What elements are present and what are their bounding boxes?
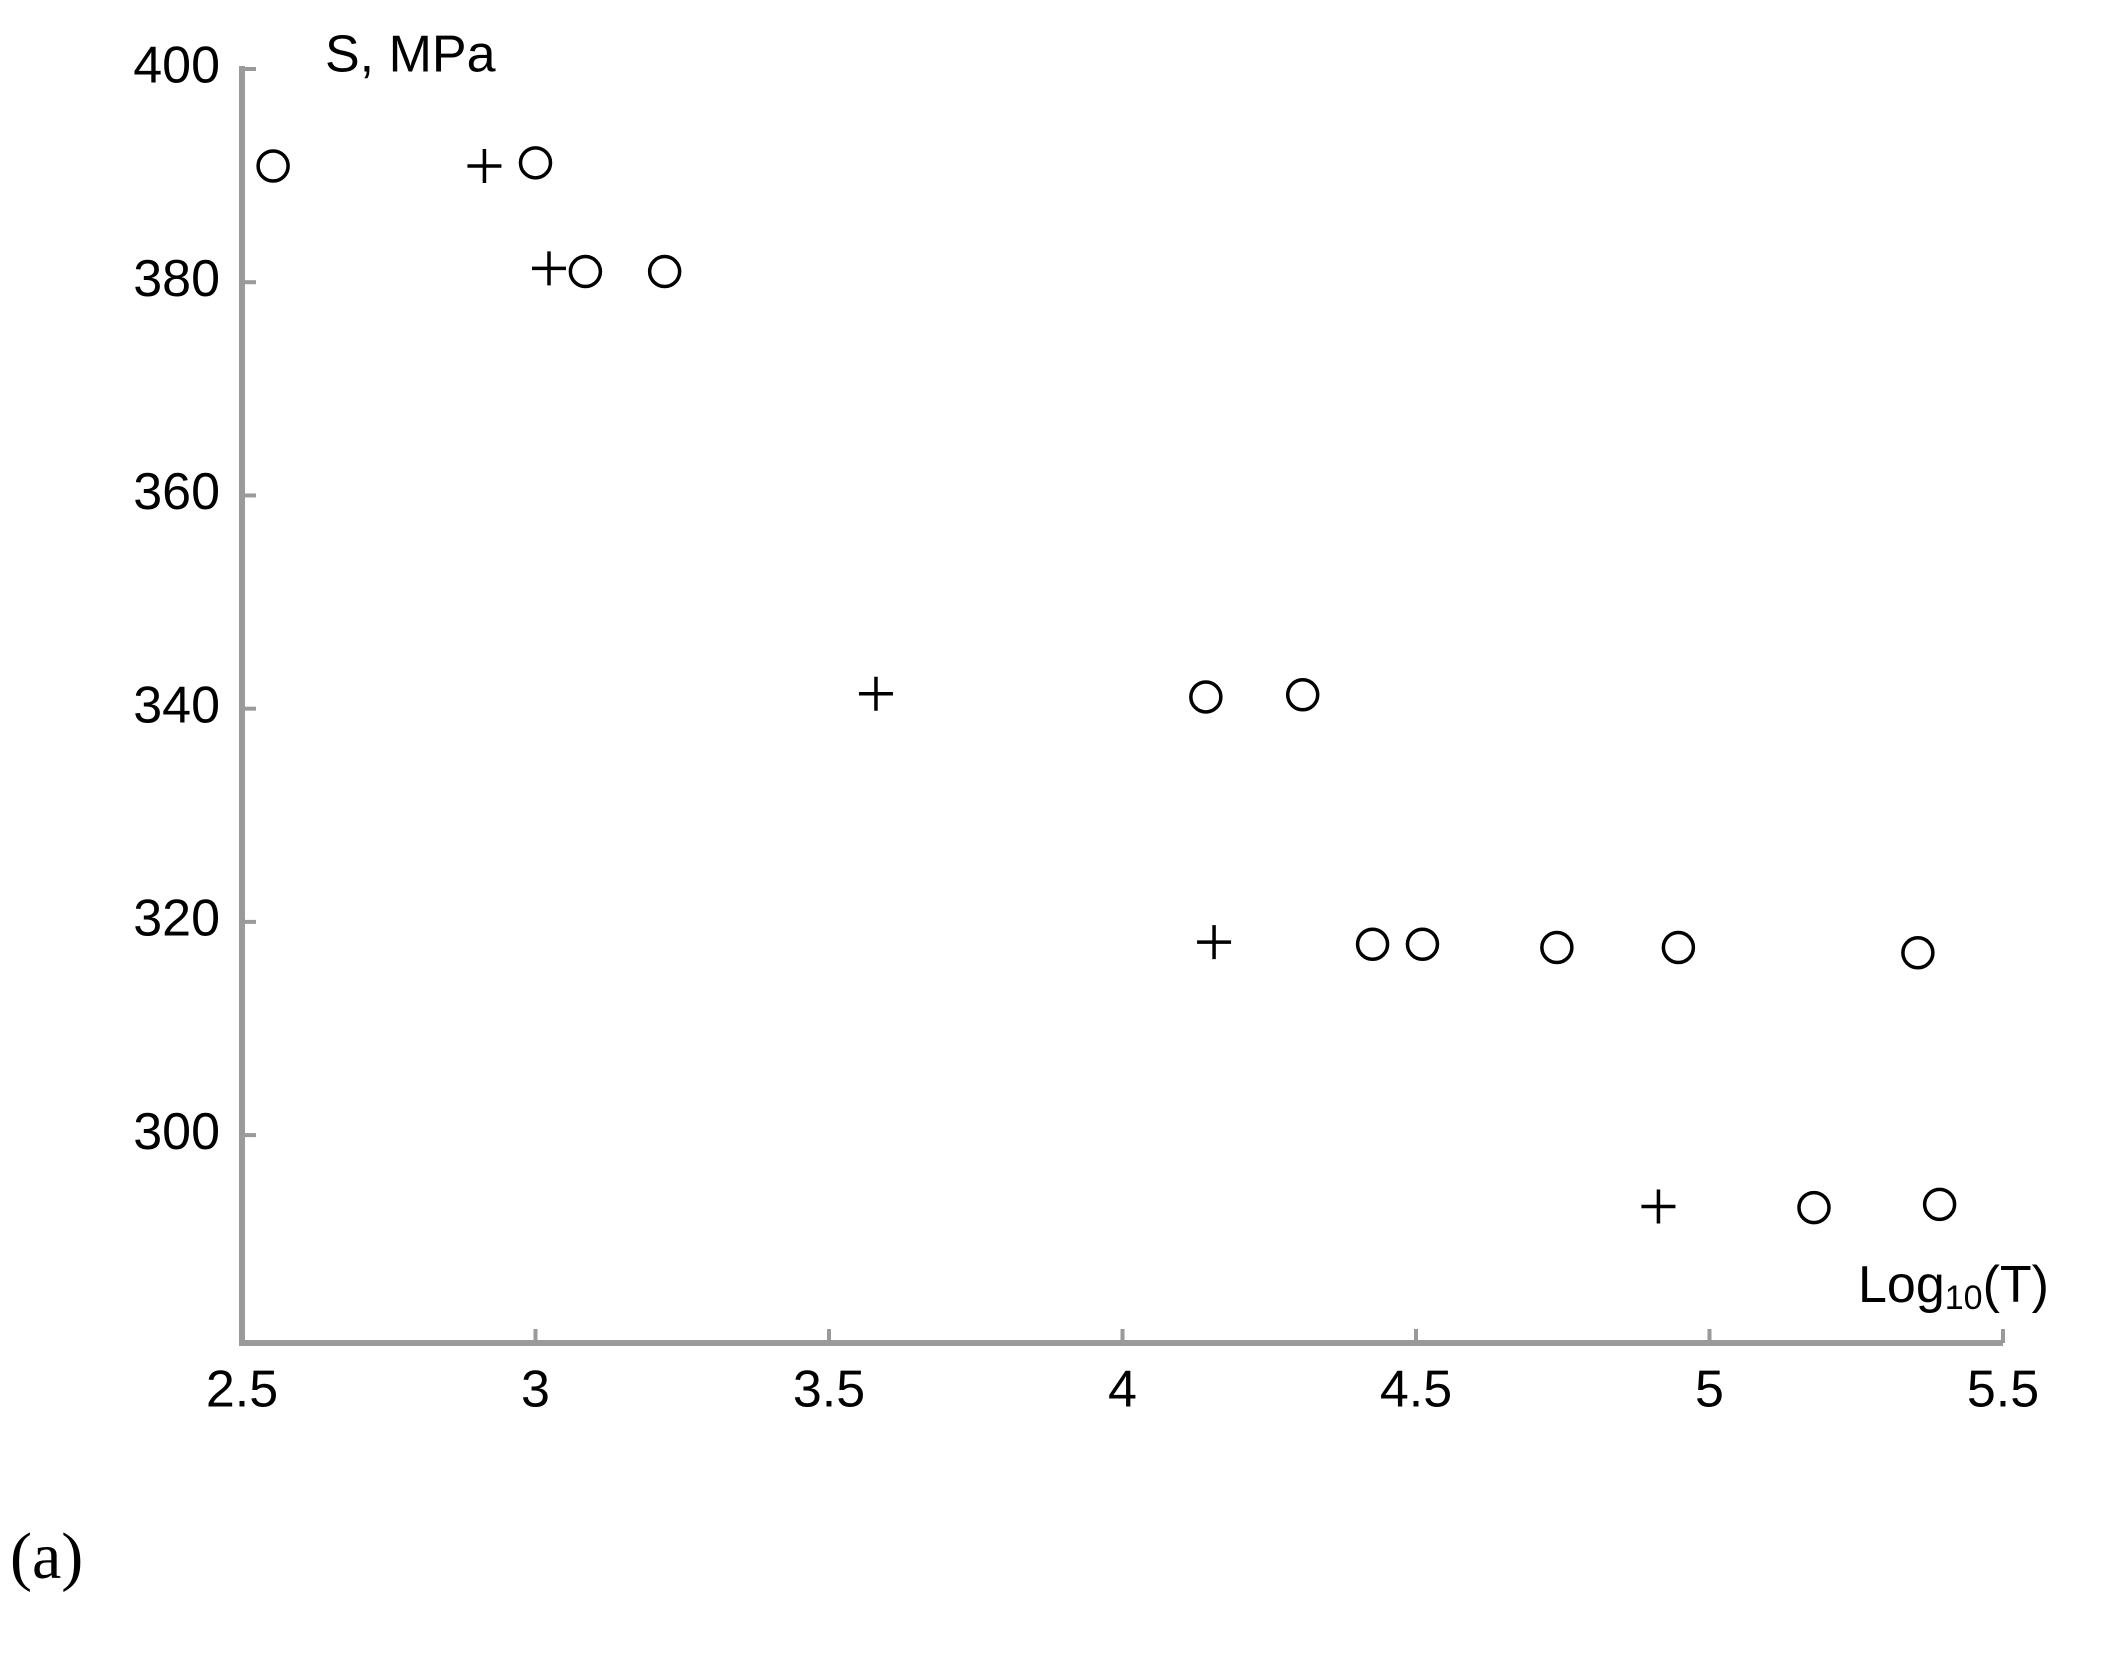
x-tick-label: 4: [1108, 1361, 1137, 1419]
x-tick-label: 3.5: [793, 1361, 865, 1419]
x-tick-label: 4.5: [1380, 1361, 1452, 1419]
circle-marker: [1285, 678, 1320, 712]
y-axis-label: S, MPa: [325, 26, 496, 84]
circle-marker: [1661, 930, 1696, 965]
x-tick-label: 5.5: [1967, 1361, 2039, 1419]
y-tick-label: 340: [133, 676, 220, 734]
circle-marker: [256, 149, 290, 183]
plus-marker: [1197, 925, 1232, 960]
panel-label: (a): [10, 1520, 83, 1593]
x-axis-label: Log10(T): [1858, 1256, 2049, 1317]
plus-marker: [467, 149, 502, 184]
circle-marker: [518, 146, 553, 180]
y-tick-label: 300: [133, 1103, 220, 1161]
y-tick-label: 320: [133, 890, 220, 948]
circle-marker: [1405, 927, 1440, 962]
x-label-rest: (T): [1983, 1256, 2049, 1314]
x-label-base: Log: [1858, 1256, 1945, 1314]
circle-marker: [1922, 1187, 1957, 1222]
circle-marker: [1901, 936, 1935, 970]
y-tick-label: 380: [133, 250, 220, 308]
circle-marker: [1797, 1190, 1831, 1225]
circle-marker: [1540, 930, 1574, 965]
x-label-subscript: 10: [1945, 1279, 1983, 1317]
x-tick-label: 2.5: [206, 1361, 278, 1419]
plus-marker: [1641, 1189, 1676, 1224]
circle-marker: [1189, 680, 1223, 714]
x-tick-label: 5: [1695, 1361, 1724, 1419]
y-tick-label: 360: [133, 463, 220, 521]
plus-marker: [532, 251, 567, 286]
y-tick-label: 400: [133, 37, 220, 95]
circle-marker: [568, 254, 603, 289]
x-tick-label: 3: [521, 1361, 550, 1419]
circle-marker: [1355, 927, 1390, 962]
circle-marker: [647, 254, 682, 289]
plus-marker: [858, 676, 893, 711]
